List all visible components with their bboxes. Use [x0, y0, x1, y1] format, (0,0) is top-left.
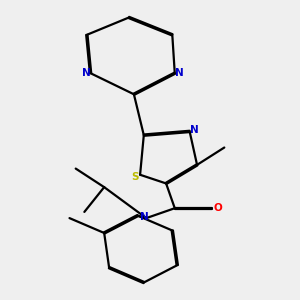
Text: N: N	[175, 68, 184, 78]
Text: O: O	[214, 203, 223, 213]
Text: N: N	[140, 212, 149, 222]
Text: N: N	[190, 124, 199, 135]
Text: N: N	[82, 68, 91, 78]
Text: S: S	[131, 172, 138, 182]
